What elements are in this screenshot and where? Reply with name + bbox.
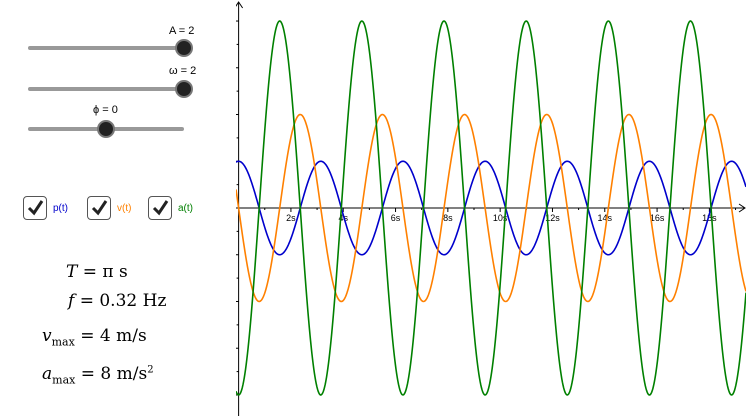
- slider-phase[interactable]: [28, 117, 184, 141]
- graph-view[interactable]: 2s4s6s8s10s12s14s16s18s86420−2−4−6−8: [236, 0, 746, 416]
- checkmark-icon: [152, 200, 169, 216]
- x-tick-label: 6s: [391, 213, 401, 223]
- x-tick-label: 18s: [702, 213, 717, 223]
- checkbox-acceleration-box[interactable]: [148, 196, 172, 220]
- slider-amplitude-track[interactable]: [28, 46, 184, 50]
- slider-phi-label: ϕ = 0: [93, 104, 118, 116]
- velocity-curve[interactable]: [236, 113, 746, 303]
- checkbox-velocity-box[interactable]: [87, 196, 111, 220]
- x-tick-label: 8s: [443, 213, 453, 223]
- checkmark-icon: [27, 200, 44, 216]
- checkbox-position-box[interactable]: [23, 196, 47, 220]
- x-tick-label: 16s: [650, 213, 665, 223]
- x-tick-label: 10s: [493, 213, 508, 223]
- x-axis-arrow-icon: [738, 203, 746, 213]
- slider-phase-handle[interactable]: [97, 120, 115, 138]
- formula-amax: amax = 8 m/s2: [42, 364, 154, 387]
- slider-omega-handle[interactable]: [175, 80, 193, 98]
- x-tick-label: 2s: [286, 213, 296, 223]
- slider-omega-track[interactable]: [28, 87, 184, 91]
- formula-frequency: f = 0.32 Hz: [68, 291, 167, 311]
- checkbox-acceleration-label: a(t): [178, 203, 193, 214]
- slider-omega-label: ω = 2: [169, 65, 197, 77]
- slider-amplitude-handle[interactable]: [175, 39, 193, 57]
- x-tick-label: 12s: [545, 213, 560, 223]
- acceleration-curve[interactable]: [236, 20, 746, 396]
- checkmark-icon: [91, 200, 108, 216]
- control-panel: A = 2 ω = 2 ϕ = 0 p(t) v(t) a(t) T = π s…: [0, 0, 236, 416]
- checkbox-velocity-label: v(t): [117, 203, 132, 214]
- y-axis-arrow-icon: [236, 1, 244, 9]
- position-curve[interactable]: [236, 160, 746, 256]
- slider-omega[interactable]: [28, 77, 193, 101]
- x-tick-label: 14s: [598, 213, 613, 223]
- formula-vmax: vmax = 4 m/s: [42, 326, 147, 349]
- checkbox-position-label: p(t): [53, 203, 68, 214]
- slider-amplitude[interactable]: [28, 36, 193, 60]
- formula-period: T = π s: [66, 262, 128, 282]
- slider-a-label: A = 2: [169, 25, 195, 37]
